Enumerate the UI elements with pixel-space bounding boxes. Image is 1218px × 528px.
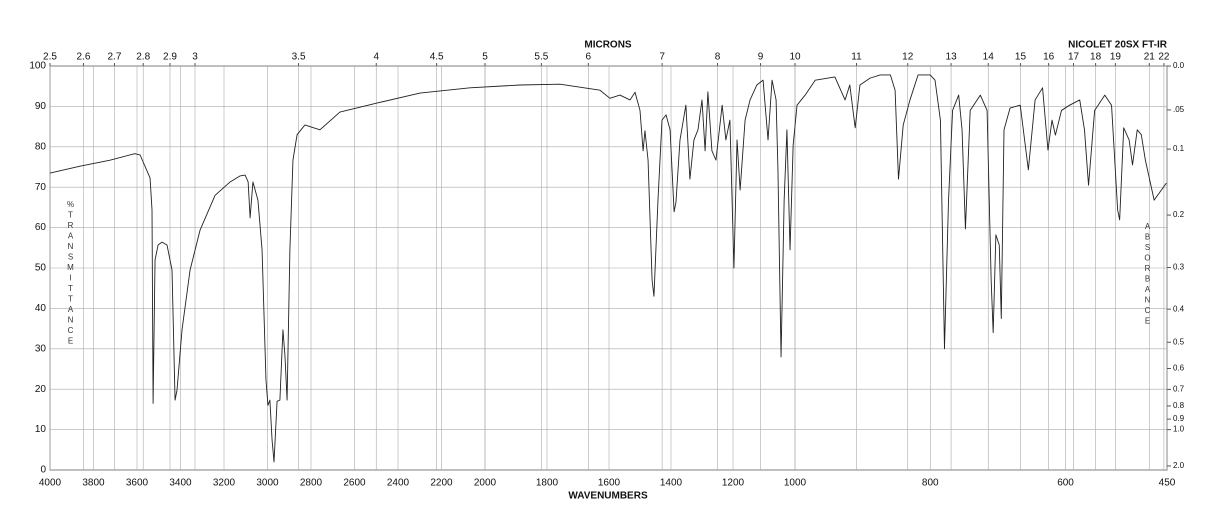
y2-axis-title: ABSORBANCE (1143, 222, 1152, 327)
x2-tick-label: 14 (983, 52, 995, 63)
x2-tick-label: 3.5 (292, 52, 306, 63)
instrument-label: NICOLET 20SX FT-IR (1068, 40, 1168, 51)
x2-tick-label: 21 (1144, 52, 1156, 63)
x-tick-label: 800 (922, 478, 939, 489)
x2-tick-label: 3 (192, 52, 198, 63)
y2-tick-label: 0.2 (1173, 210, 1185, 219)
x-tick-label: 3600 (126, 478, 149, 489)
y2-tick-label: 0.8 (1173, 401, 1185, 410)
spectrum-line (49, 74, 1167, 463)
x-tick-label: 2200 (430, 478, 453, 489)
x2-tick-label: 9 (758, 52, 764, 63)
y2-tick-label: 0.7 (1173, 385, 1185, 394)
y2-tick-label: 0.5 (1173, 337, 1185, 346)
x2-tick-label: 6 (586, 52, 592, 63)
y-tick-label: 70 (35, 182, 47, 193)
x2-tick-label: 8 (715, 52, 721, 63)
x-tick-label: 1400 (660, 478, 683, 489)
x-tick-label: 450 (1159, 478, 1176, 489)
x2-tick-label: 2.5 (43, 52, 57, 63)
x-tick-label: 2400 (387, 478, 410, 489)
y2-tick-label: 0.1 (1173, 144, 1185, 153)
y-tick-label: 30 (35, 343, 47, 354)
x2-tick-label: 19 (1110, 52, 1122, 63)
y2-tick-label: .05 (1173, 105, 1185, 114)
x-tick-label: 2000 (474, 478, 497, 489)
y-tick-label: 90 (35, 101, 47, 112)
x-tick-label: 1000 (784, 478, 807, 489)
x2-tick-label: 2.8 (136, 52, 150, 63)
y2-tick-label: 1.0 (1173, 425, 1185, 434)
y-tick-label: 40 (35, 303, 47, 314)
x-tick-label: 1600 (598, 478, 621, 489)
x-axis-title: WAVENUMBERS (568, 491, 648, 502)
x2-tick-label: 5.5 (534, 52, 548, 63)
y-axis-title: %TRANSMITTANCE (66, 200, 75, 347)
x2-tick-label: 15 (1015, 52, 1027, 63)
x2-tick-label: 16 (1043, 52, 1055, 63)
y2-tick-label: 0.9 (1173, 414, 1185, 423)
x2-tick-label: 2.6 (77, 52, 91, 63)
y2-tick-label: 2.0 (1173, 461, 1185, 470)
x-tick-label: 3000 (256, 478, 279, 489)
x2-tick-label: 4.5 (430, 52, 444, 63)
x2-tick-label: 2.9 (163, 52, 177, 63)
x-tick-label: 1200 (722, 478, 745, 489)
x-tick-label: 2800 (300, 478, 323, 489)
x2-tick-label: 18 (1090, 52, 1102, 63)
x-tick-label: 4000 (39, 478, 62, 489)
y-tick-label: 20 (35, 384, 47, 395)
x2-tick-label: 10 (789, 52, 801, 63)
y-tick-label: 100 (29, 61, 46, 72)
y-tick-label: 60 (35, 222, 47, 233)
x2-tick-label: 11 (851, 52, 862, 63)
y-tick-label: 10 (35, 424, 47, 435)
y-tick-label: 80 (35, 141, 47, 152)
y-tick-label: 50 (35, 263, 47, 274)
x2-tick-label: 13 (946, 52, 958, 63)
x-tick-label: 3400 (169, 478, 192, 489)
y2-tick-label: 0.3 (1173, 263, 1185, 272)
x2-tick-label: 7 (659, 52, 665, 63)
x2-tick-label: 4 (373, 52, 379, 63)
x2-tick-label: 17 (1068, 52, 1080, 63)
y2-tick-label: 0.6 (1173, 364, 1185, 373)
x-tick-label: 1800 (536, 478, 559, 489)
top-axis-title: MICRONS (584, 40, 632, 51)
x-tick-label: 3200 (213, 478, 236, 489)
x2-tick-label: 5 (482, 52, 488, 63)
x2-tick-label: 22 (1158, 52, 1170, 63)
y2-tick-label: 0.0 (1173, 61, 1185, 70)
y-tick-label: 0 (40, 465, 46, 476)
x-tick-label: 3800 (82, 478, 105, 489)
x2-tick-label: 2.7 (107, 52, 121, 63)
x-tick-label: 600 (1057, 478, 1074, 489)
x2-tick-label: 12 (902, 52, 914, 63)
x-tick-label: 2600 (343, 478, 366, 489)
y2-tick-label: 0.4 (1173, 304, 1185, 313)
